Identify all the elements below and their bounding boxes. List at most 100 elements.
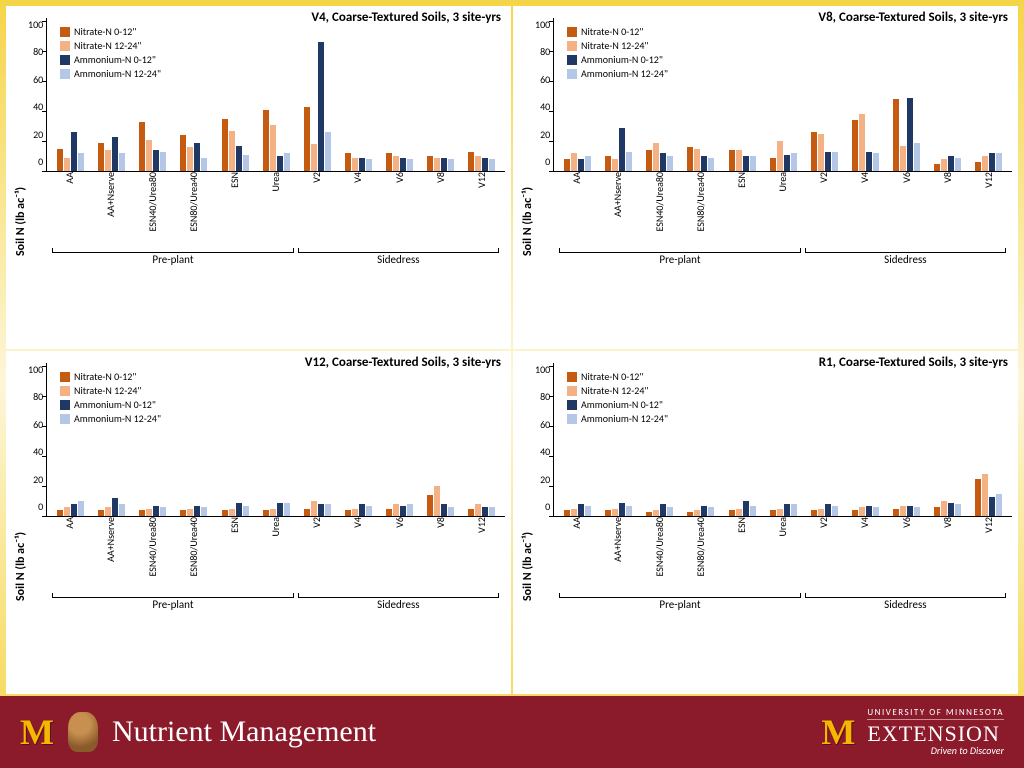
bar <box>578 504 584 516</box>
bar <box>729 150 735 171</box>
x-group-sidedress: Sidedress <box>805 597 1006 615</box>
bar <box>263 110 269 172</box>
x-tick-label: ESN40/Urea80 <box>146 172 159 235</box>
bar-group <box>764 18 803 171</box>
legend-label: Nitrate-N 0-12" <box>581 25 643 38</box>
y-tick-label: 0 <box>545 155 550 168</box>
y-tick-label: 80 <box>540 45 550 58</box>
bar <box>934 164 940 172</box>
x-tick-label: AA <box>63 172 76 187</box>
bar <box>893 99 899 171</box>
y-tick-label: 20 <box>33 473 43 486</box>
legend-label: Ammonium-N 12-24" <box>581 67 668 80</box>
bar-group <box>764 363 803 516</box>
legend-label: Nitrate-N 12-24" <box>74 384 141 397</box>
x-tick-label: ESN <box>735 517 748 536</box>
legend-label: Nitrate-N 12-24" <box>581 384 648 397</box>
bar <box>98 510 104 516</box>
legend-label: Ammonium-N 12-24" <box>74 67 161 80</box>
x-group-labels: Pre-plantSidedress <box>553 597 1012 615</box>
bar <box>701 156 707 171</box>
bar-group <box>462 18 501 171</box>
y-tick-label: 80 <box>33 45 43 58</box>
x-tick-label: V4 <box>351 517 364 531</box>
x-tick-label: V12 <box>475 172 488 191</box>
x-tick-label: V6 <box>900 517 913 531</box>
bar <box>270 509 276 517</box>
bar <box>448 507 454 516</box>
x-group-labels: Pre-plantSidedress <box>46 252 505 270</box>
y-tick-label: 60 <box>540 418 550 431</box>
bar <box>729 510 735 516</box>
bar <box>811 510 817 516</box>
bar-group <box>339 18 378 171</box>
x-tick-label: V12 <box>982 517 995 536</box>
bar <box>187 509 193 517</box>
x-tick-label: V2 <box>310 517 323 531</box>
bar <box>263 510 269 516</box>
bar-group <box>969 363 1008 516</box>
chart-panel-v8: V8, Coarse-Textured Soils, 3 site-yrsNit… <box>513 6 1018 349</box>
x-tick-label: ESN80/Urea40 <box>694 172 707 235</box>
x-axis-labels: AAAA+NserveESN40/Urea80ESN80/Urea40ESNUr… <box>553 172 1012 252</box>
bar <box>619 128 625 172</box>
x-axis-labels: AAAA+NserveESN40/Urea80ESN80/Urea40ESNUr… <box>553 517 1012 597</box>
y-axis-label: Soil N (lb ac⁻¹) <box>12 14 28 349</box>
bar <box>975 162 981 171</box>
bar <box>784 504 790 516</box>
bar <box>708 507 714 516</box>
bar <box>605 510 611 516</box>
bar <box>304 107 310 172</box>
legend-label: Nitrate-N 12-24" <box>581 39 648 52</box>
x-tick-label: Urea <box>776 517 789 540</box>
bar-group <box>380 18 419 171</box>
legend-label: Ammonium-N 12-24" <box>581 412 668 425</box>
bar-group <box>462 363 501 516</box>
bar <box>270 125 276 172</box>
bar <box>667 507 673 516</box>
bar <box>955 504 961 516</box>
bar <box>660 504 666 516</box>
x-tick-label: V8 <box>941 517 954 531</box>
legend-swatch <box>60 41 70 51</box>
bar <box>914 143 920 172</box>
bar <box>791 153 797 171</box>
legend-swatch <box>567 41 577 51</box>
bar <box>468 509 474 517</box>
bar-group <box>298 18 337 171</box>
bar-group <box>421 18 460 171</box>
bar <box>859 114 865 171</box>
bar-group <box>380 363 419 516</box>
y-axis-label: Soil N (lb ac⁻¹) <box>519 14 535 349</box>
legend-label: Ammonium-N 0-12" <box>74 398 156 411</box>
bar <box>352 158 358 172</box>
bar <box>448 159 454 171</box>
bar <box>78 153 84 171</box>
bar <box>318 42 324 171</box>
bar <box>736 509 742 517</box>
bar <box>427 156 433 171</box>
bar <box>393 504 399 516</box>
y-tick-label: 60 <box>33 73 43 86</box>
x-tick-label: ESN40/Urea80 <box>146 517 159 580</box>
bar <box>229 509 235 517</box>
bar <box>112 137 118 172</box>
bar-group <box>969 18 1008 171</box>
bar <box>277 503 283 517</box>
bar <box>427 495 433 516</box>
x-tick-label: ESN80/Urea40 <box>187 517 200 580</box>
bar <box>989 497 995 517</box>
bar <box>180 135 186 171</box>
bar <box>146 140 152 172</box>
bar-group <box>174 363 213 516</box>
bar <box>284 503 290 517</box>
x-tick-label: AA <box>570 172 583 187</box>
bar <box>934 507 940 516</box>
x-tick-label: ESN80/Urea40 <box>187 172 200 235</box>
bar <box>153 506 159 517</box>
bar <box>811 132 817 171</box>
bar <box>441 504 447 516</box>
bar <box>400 506 406 517</box>
x-tick-label: V6 <box>393 172 406 186</box>
legend-swatch <box>60 386 70 396</box>
